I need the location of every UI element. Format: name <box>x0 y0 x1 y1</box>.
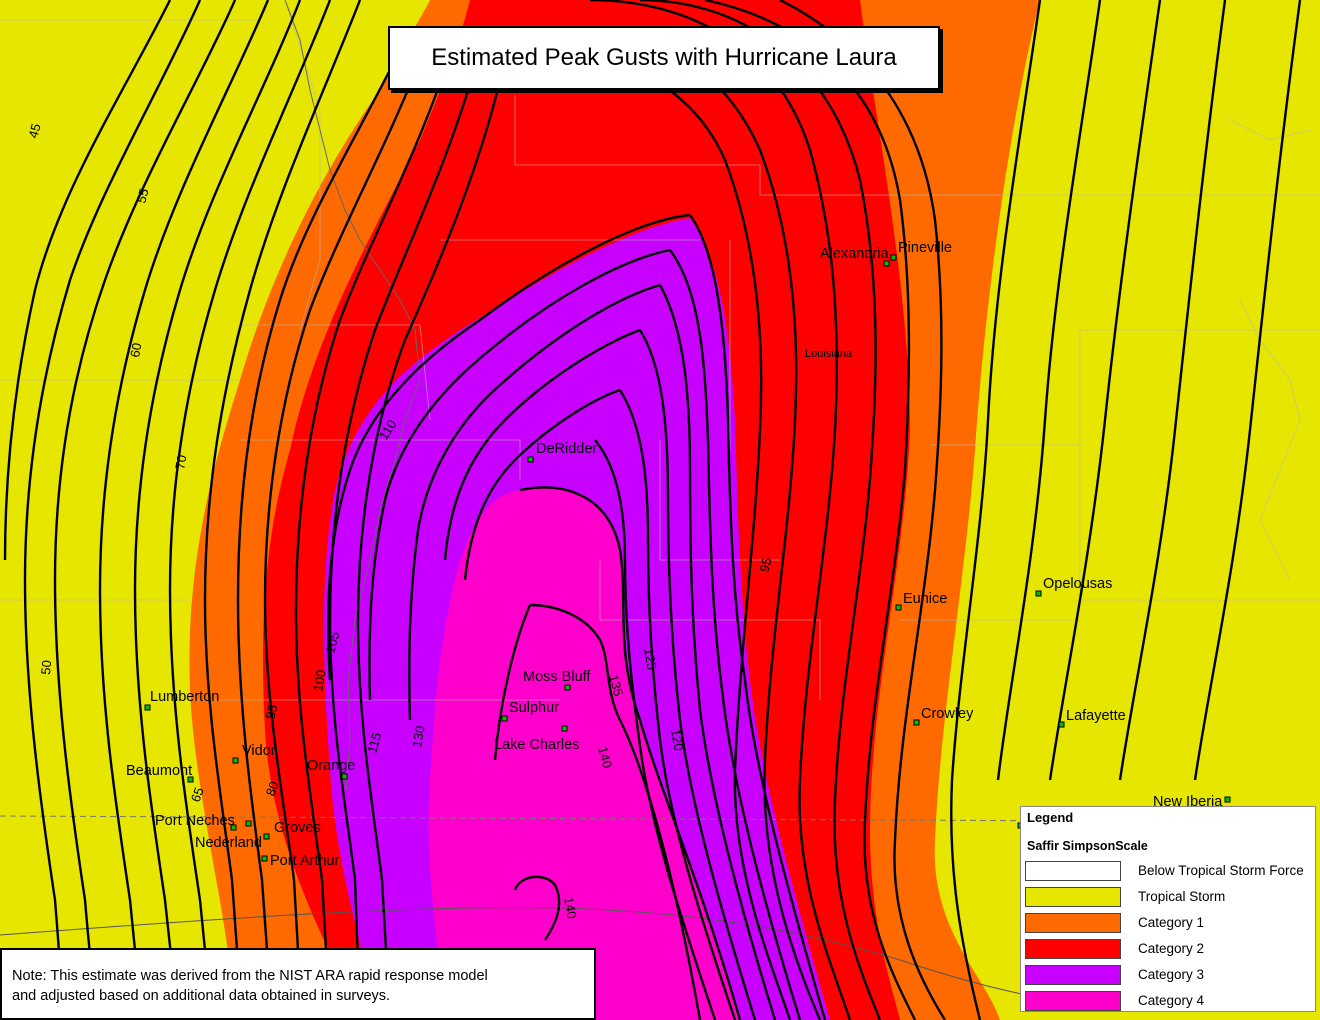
city-label: Alexandria <box>820 246 889 262</box>
city-label: Moss Bluff <box>523 669 591 685</box>
isotach-label: 140 <box>595 745 615 770</box>
legend-label: Tropical Storm <box>1138 889 1226 904</box>
city-labels: Alexandria Pineville DeRidder Eunice Ope… <box>126 240 1223 869</box>
legend-swatch <box>1025 991 1121 1011</box>
city-label: Groves <box>274 820 321 836</box>
city-label: Nederland <box>195 835 262 851</box>
category-4-zone <box>428 487 740 1020</box>
isotach-label: 95 <box>756 556 774 574</box>
legend-label: Category 3 <box>1138 967 1205 982</box>
map-title: Estimated Peak Gusts with Hurricane Laur… <box>388 26 940 90</box>
legend-swatch <box>1025 965 1121 985</box>
city-label: Crowley <box>921 706 974 722</box>
legend-swatch <box>1025 861 1121 881</box>
city-label: Opelousas <box>1043 576 1112 592</box>
legend-subtitle: Saffir SimpsonScale <box>1027 839 1148 853</box>
state-border <box>284 0 421 791</box>
city-label: Pineville <box>898 240 952 256</box>
note-line: Note: This estimate was derived from the… <box>12 968 488 984</box>
isotach-labels: 45 55 60 70 50 65 80 85 100 105 110 115 … <box>25 122 774 920</box>
isotach-label: 120 <box>668 728 687 752</box>
legend-swatch <box>1025 939 1121 959</box>
legend-item: Category 2 <box>1025 939 1315 961</box>
legend-item: Category 3 <box>1025 965 1315 987</box>
city-label: Lake Charles <box>494 737 579 753</box>
city-label: Beaumont <box>126 763 192 779</box>
isotach-lines <box>3 0 1302 1020</box>
city-label: DeRidder <box>536 441 597 457</box>
isotach-label: 135 <box>606 673 626 698</box>
state-label: Louisiana <box>805 348 853 360</box>
legend-title: Legend <box>1027 810 1074 825</box>
city-label: Port Arthur <box>270 853 339 869</box>
coastline <box>0 907 1051 1001</box>
isotach-label: 55 <box>133 187 151 205</box>
legend-swatch <box>1025 887 1121 907</box>
legend: Legend Saffir SimpsonScale Below Tropica… <box>1020 806 1316 1012</box>
city-label: Orange <box>307 758 355 774</box>
legend-label: Below Tropical Storm Force <box>1138 863 1304 878</box>
city-label: Vidor <box>242 743 276 759</box>
city-label: Eunice <box>903 591 947 607</box>
legend-label: Category 4 <box>1138 993 1205 1008</box>
city-markers <box>144 254 1231 862</box>
legend-item: Below Tropical Storm Force <box>1025 861 1315 883</box>
note-box: Note: This estimate was derived from the… <box>0 948 596 1020</box>
legend-item: Category 1 <box>1025 913 1315 935</box>
legend-label: Category 2 <box>1138 941 1205 956</box>
legend-label: Category 1 <box>1138 915 1205 930</box>
isotach-label: 85 <box>262 703 280 721</box>
isotach-label: 70 <box>172 454 189 471</box>
city-label: Lumberton <box>150 689 219 705</box>
isotach-label: 65 <box>188 785 207 804</box>
isotach-label: 100 <box>310 669 329 693</box>
isotach-label: 60 <box>127 342 144 359</box>
legend-item: Category 4 <box>1025 991 1315 1013</box>
isotach-label: 115 <box>364 731 384 755</box>
isotach-label: 105 <box>322 630 342 655</box>
city-label: Port Neches <box>155 813 235 829</box>
note-line: and adjusted based on additional data ob… <box>12 988 391 1004</box>
legend-swatch <box>1025 913 1121 933</box>
isotach-label: 130 <box>409 725 428 749</box>
isotach-label: 45 <box>25 122 43 140</box>
city-label: Sulphur <box>509 700 559 716</box>
city-label: Lafayette <box>1066 708 1126 724</box>
legend-item: Tropical Storm <box>1025 887 1315 909</box>
isotach-label: 80 <box>263 779 282 798</box>
isotach-label: 50 <box>38 660 54 676</box>
isotach-label: 125 <box>641 647 660 671</box>
isotach-label: 140 <box>561 896 580 920</box>
